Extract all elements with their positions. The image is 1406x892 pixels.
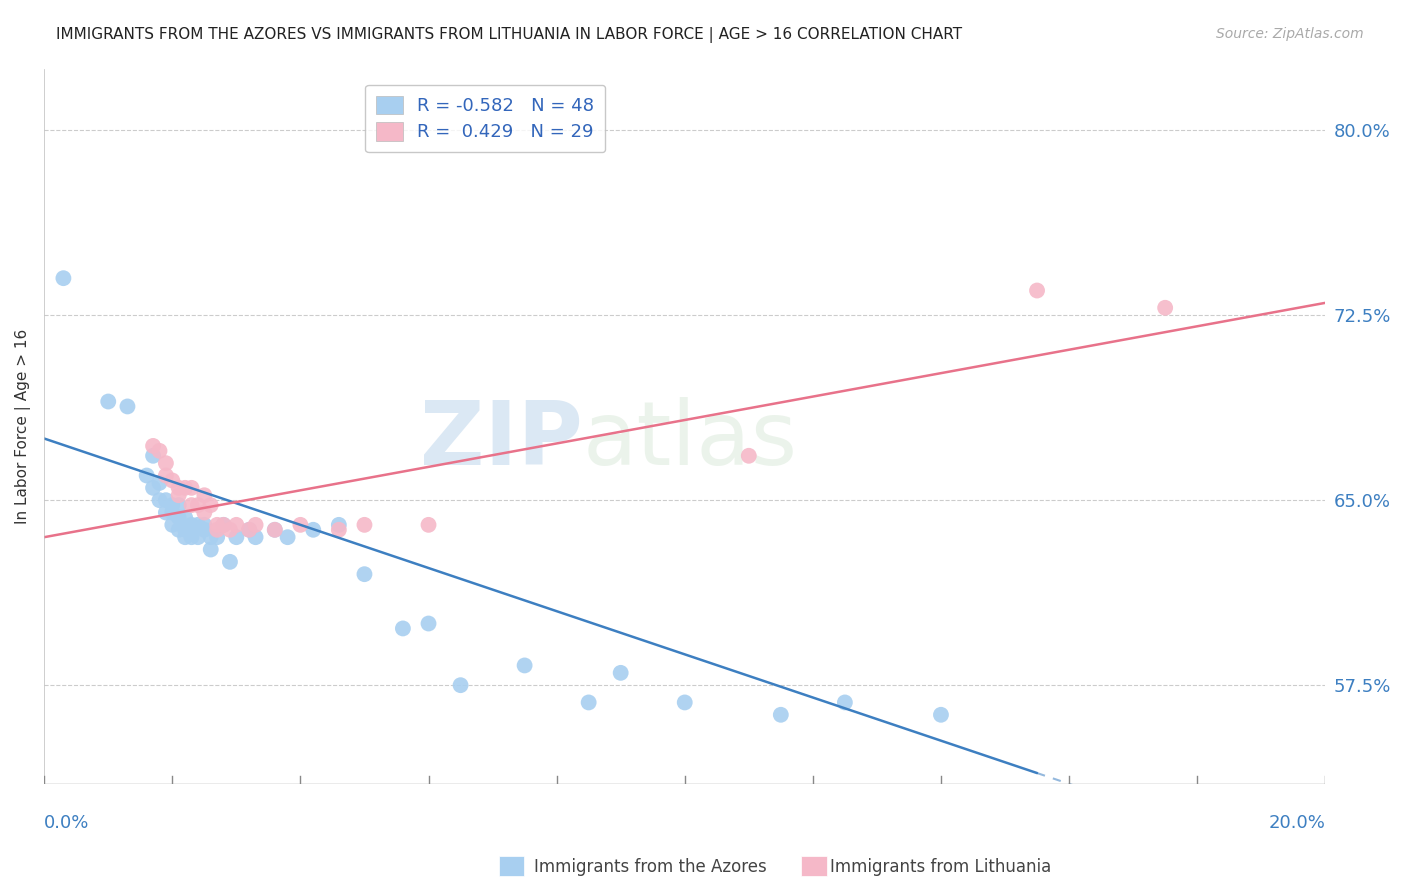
Point — [174, 523, 197, 537]
Point — [392, 622, 415, 636]
Point — [200, 542, 222, 557]
Point — [238, 523, 260, 537]
Text: Immigrants from Lithuania: Immigrants from Lithuania — [830, 858, 1050, 876]
Point — [578, 695, 600, 709]
Point — [117, 400, 139, 414]
Point — [219, 523, 242, 537]
Point — [200, 498, 222, 512]
Point — [155, 456, 177, 470]
Point — [353, 567, 375, 582]
Point — [162, 474, 184, 488]
Text: atlas: atlas — [582, 397, 797, 484]
Y-axis label: In Labor Force | Age > 16: In Labor Force | Age > 16 — [15, 328, 31, 524]
Point — [738, 449, 761, 463]
Point — [205, 530, 228, 544]
Point — [167, 523, 190, 537]
Point — [1154, 301, 1177, 315]
Point — [193, 488, 215, 502]
Point — [673, 695, 696, 709]
Point — [245, 530, 267, 544]
Point — [148, 475, 170, 490]
Point — [418, 616, 440, 631]
Point — [212, 517, 235, 532]
Point — [290, 517, 312, 532]
Point — [225, 530, 247, 544]
Point — [328, 517, 350, 532]
Point — [205, 517, 228, 532]
Text: IMMIGRANTS FROM THE AZORES VS IMMIGRANTS FROM LITHUANIA IN LABOR FORCE | AGE > 1: IMMIGRANTS FROM THE AZORES VS IMMIGRANTS… — [56, 27, 962, 43]
Point — [187, 530, 209, 544]
Point — [167, 510, 190, 524]
Point — [180, 481, 202, 495]
Point — [187, 517, 209, 532]
Point — [263, 523, 285, 537]
Point — [205, 523, 228, 537]
Point — [135, 468, 157, 483]
Text: 0.0%: 0.0% — [44, 814, 90, 832]
Point — [302, 523, 325, 537]
Point — [180, 498, 202, 512]
Point — [609, 665, 631, 680]
Point — [353, 517, 375, 532]
Point — [513, 658, 536, 673]
Point — [155, 493, 177, 508]
Point — [263, 523, 285, 537]
Point — [193, 517, 215, 532]
Point — [97, 394, 120, 409]
Point — [834, 695, 856, 709]
Point — [238, 523, 260, 537]
Point — [167, 481, 190, 495]
Text: Immigrants from the Azores: Immigrants from the Azores — [534, 858, 768, 876]
Point — [200, 530, 222, 544]
Point — [167, 498, 190, 512]
Point — [180, 517, 202, 532]
Point — [162, 517, 184, 532]
Point — [174, 530, 197, 544]
Point — [155, 506, 177, 520]
Point — [174, 510, 197, 524]
Legend: R = -0.582   N = 48, R =  0.429   N = 29: R = -0.582 N = 48, R = 0.429 N = 29 — [366, 85, 605, 153]
Point — [193, 523, 215, 537]
Point — [277, 530, 299, 544]
Text: 20.0%: 20.0% — [1268, 814, 1326, 832]
Point — [929, 707, 952, 722]
Point — [769, 707, 792, 722]
Point — [52, 271, 75, 285]
Point — [418, 517, 440, 532]
Point — [142, 439, 165, 453]
Point — [162, 498, 184, 512]
Point — [187, 498, 209, 512]
Point — [245, 517, 267, 532]
Point — [148, 493, 170, 508]
Point — [1026, 284, 1049, 298]
Text: ZIP: ZIP — [419, 397, 582, 484]
Point — [142, 449, 165, 463]
Point — [225, 517, 247, 532]
Point — [167, 488, 190, 502]
Point — [193, 506, 215, 520]
Point — [148, 443, 170, 458]
Point — [450, 678, 472, 692]
Point — [212, 517, 235, 532]
Point — [180, 530, 202, 544]
Text: Source: ZipAtlas.com: Source: ZipAtlas.com — [1216, 27, 1364, 41]
Point — [162, 506, 184, 520]
Point — [174, 481, 197, 495]
Point — [142, 481, 165, 495]
Point — [155, 468, 177, 483]
Point — [328, 523, 350, 537]
Point — [219, 555, 242, 569]
